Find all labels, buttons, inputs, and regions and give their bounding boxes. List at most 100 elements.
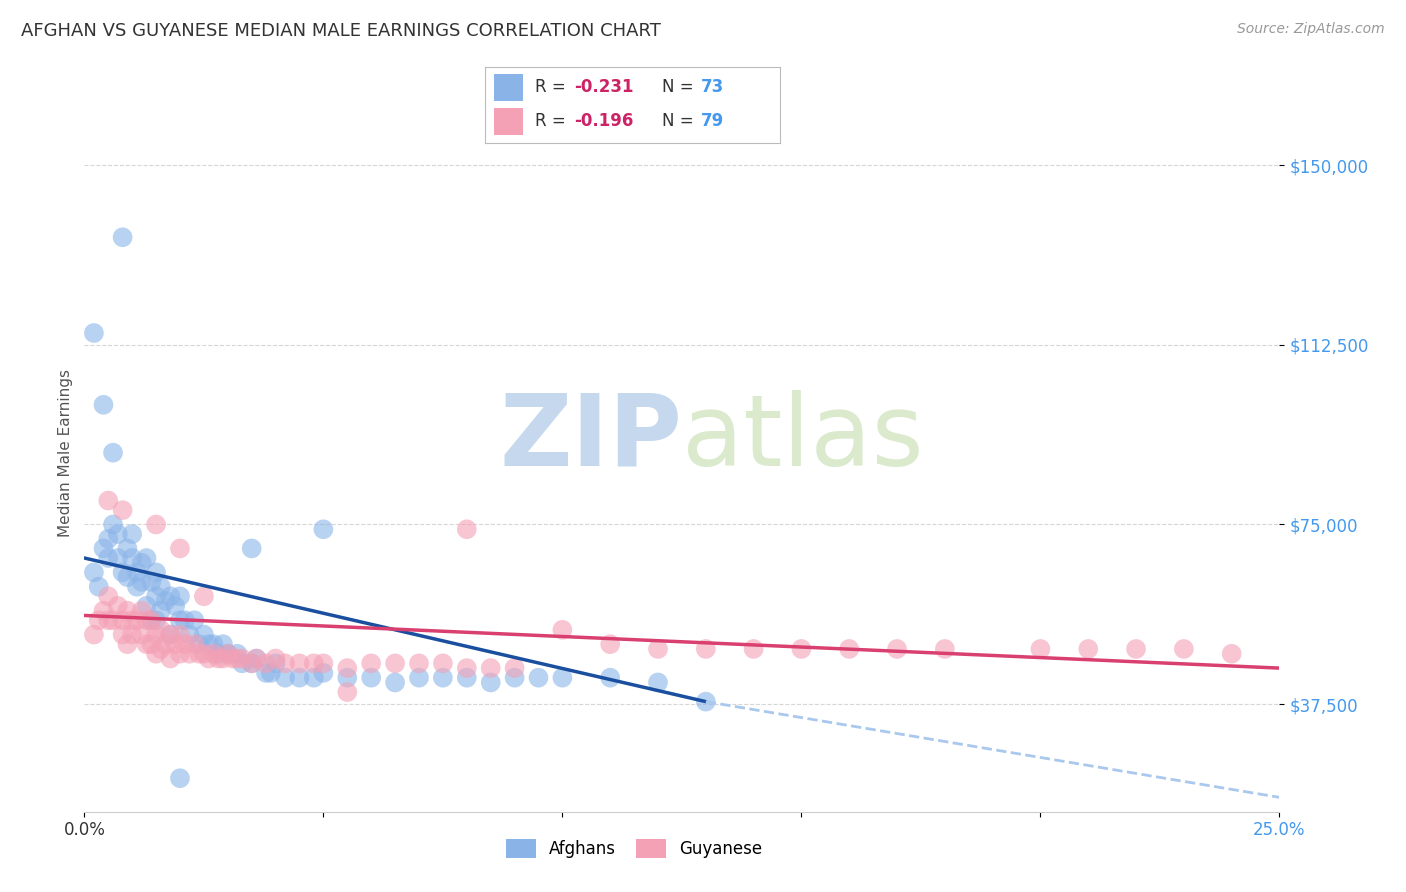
Point — [695, 642, 717, 657]
Point — [155, 637, 177, 651]
Point — [193, 590, 215, 604]
Point — [886, 642, 908, 657]
Point — [197, 637, 219, 651]
Text: R =: R = — [536, 78, 571, 96]
Point — [934, 642, 956, 657]
Point — [456, 661, 478, 675]
Point — [695, 695, 717, 709]
Point — [107, 527, 129, 541]
Point — [135, 551, 157, 566]
Point — [165, 637, 187, 651]
Point — [149, 604, 172, 618]
Point — [264, 657, 287, 671]
Point — [169, 541, 191, 556]
Point — [145, 566, 167, 580]
Point — [226, 647, 249, 661]
Point — [479, 675, 502, 690]
Point — [360, 657, 382, 671]
Point — [131, 627, 153, 641]
Point — [173, 613, 195, 627]
Point — [183, 637, 205, 651]
Point — [384, 657, 406, 671]
Point — [159, 651, 181, 665]
Point — [221, 651, 243, 665]
Point — [838, 642, 860, 657]
Point — [173, 637, 195, 651]
Point — [790, 642, 813, 657]
Point — [155, 594, 177, 608]
Point — [336, 671, 359, 685]
Point — [503, 661, 526, 675]
Point — [141, 613, 163, 627]
Point — [254, 665, 277, 680]
Point — [432, 671, 454, 685]
Text: AFGHAN VS GUYANESE MEDIAN MALE EARNINGS CORRELATION CHART: AFGHAN VS GUYANESE MEDIAN MALE EARNINGS … — [21, 22, 661, 40]
Point — [217, 647, 239, 661]
Point — [245, 651, 267, 665]
Point — [111, 613, 134, 627]
Point — [231, 651, 253, 665]
Point — [207, 647, 229, 661]
Bar — [494, 74, 523, 101]
Point — [188, 647, 211, 661]
Point — [274, 671, 297, 685]
Text: atlas: atlas — [682, 390, 924, 487]
Point — [599, 671, 621, 685]
Point — [226, 651, 249, 665]
Point — [111, 230, 134, 244]
Text: -0.231: -0.231 — [574, 78, 633, 96]
Point — [1077, 642, 1099, 657]
Point — [159, 627, 181, 641]
Point — [240, 541, 263, 556]
Point — [97, 551, 120, 566]
Text: N =: N = — [662, 112, 699, 130]
Point — [1220, 647, 1243, 661]
Point — [456, 671, 478, 685]
Y-axis label: Median Male Earnings: Median Male Earnings — [58, 368, 73, 537]
Point — [179, 647, 201, 661]
Point — [384, 675, 406, 690]
Point — [274, 657, 297, 671]
Point — [479, 661, 502, 675]
Point — [131, 556, 153, 570]
Point — [117, 570, 139, 584]
Point — [145, 517, 167, 532]
Point — [207, 651, 229, 665]
Point — [101, 613, 124, 627]
Point — [135, 599, 157, 613]
Point — [197, 651, 219, 665]
Point — [83, 326, 105, 340]
Point — [97, 590, 120, 604]
Point — [551, 671, 574, 685]
Point — [111, 566, 134, 580]
Point — [336, 661, 359, 675]
Point — [141, 613, 163, 627]
Bar — [494, 108, 523, 136]
Point — [336, 685, 359, 699]
Point — [159, 627, 181, 641]
Point — [135, 637, 157, 651]
Point — [647, 642, 669, 657]
Point — [149, 580, 172, 594]
Point — [165, 599, 187, 613]
Point — [93, 604, 115, 618]
Text: Source: ZipAtlas.com: Source: ZipAtlas.com — [1237, 22, 1385, 37]
Point — [125, 580, 148, 594]
Point — [101, 446, 124, 460]
Point — [527, 671, 550, 685]
Point — [131, 604, 153, 618]
Point — [141, 574, 163, 589]
Point — [551, 623, 574, 637]
Point — [121, 613, 143, 627]
Point — [231, 657, 253, 671]
Text: ZIP: ZIP — [499, 390, 682, 487]
Point — [169, 613, 191, 627]
Point — [111, 503, 134, 517]
Point — [245, 651, 267, 665]
Point — [149, 623, 172, 637]
Point — [107, 599, 129, 613]
Point — [97, 493, 120, 508]
Point — [202, 637, 225, 651]
Point — [312, 657, 335, 671]
Point — [117, 541, 139, 556]
